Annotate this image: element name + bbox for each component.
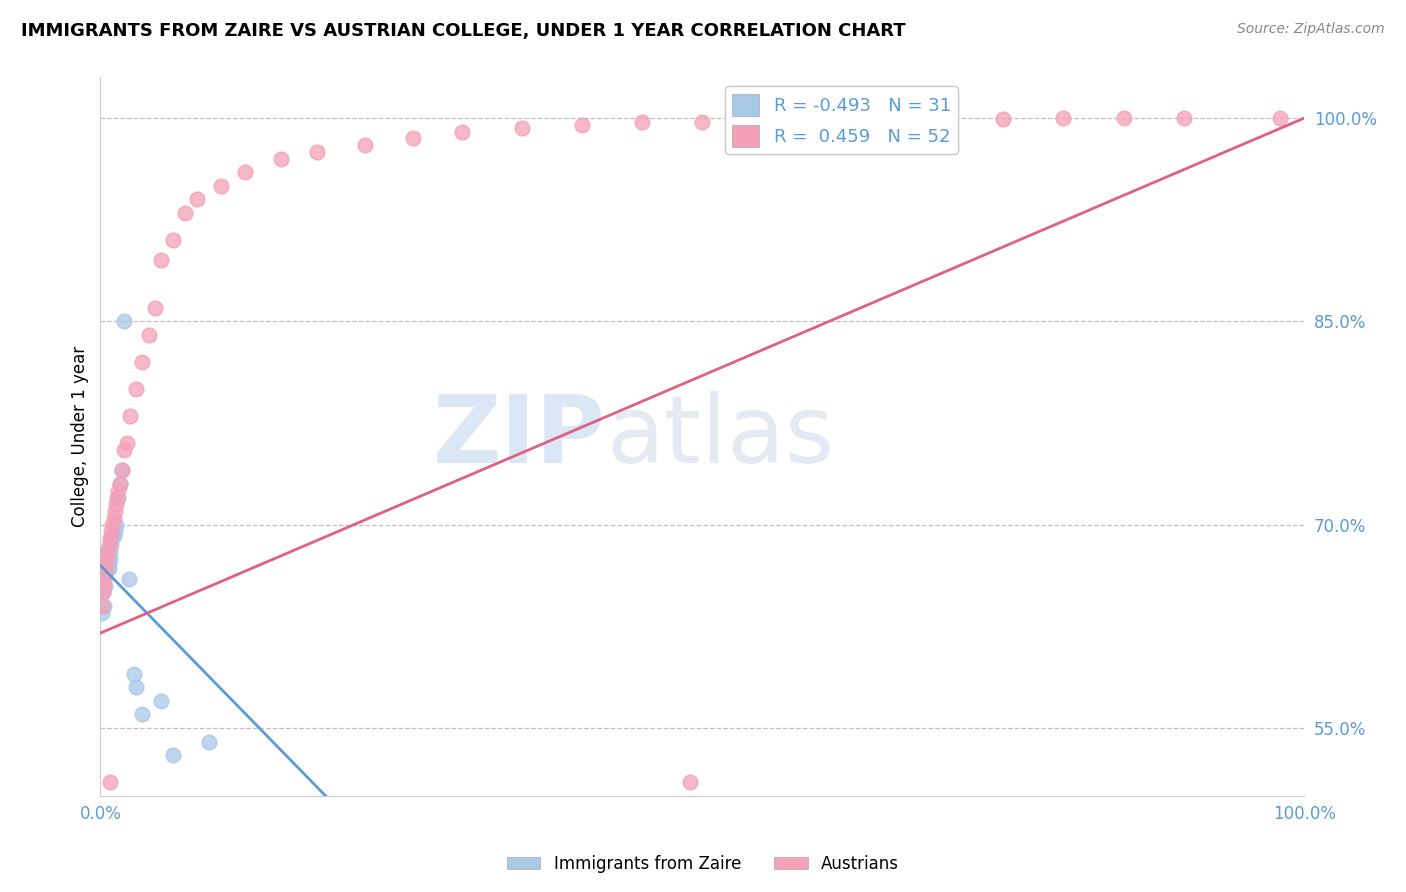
Point xyxy=(93,572,115,586)
Point xyxy=(932,112,955,127)
Point xyxy=(143,301,166,315)
Point xyxy=(97,545,120,559)
Point xyxy=(209,178,232,193)
Y-axis label: College, Under 1 year: College, Under 1 year xyxy=(72,346,89,527)
Point xyxy=(105,497,128,511)
Point xyxy=(101,517,124,532)
Text: IMMIGRANTS FROM ZAIRE VS AUSTRIAN COLLEGE, UNDER 1 YEAR CORRELATION CHART: IMMIGRANTS FROM ZAIRE VS AUSTRIAN COLLEG… xyxy=(21,22,905,40)
Point xyxy=(402,131,425,145)
Point xyxy=(149,253,172,268)
Point xyxy=(120,409,142,424)
Point xyxy=(112,443,135,458)
Point xyxy=(107,483,129,498)
Point xyxy=(97,561,120,575)
Point xyxy=(91,585,114,599)
Point xyxy=(96,558,118,573)
Point xyxy=(105,517,128,532)
Point xyxy=(1112,111,1135,125)
Point xyxy=(90,606,112,620)
Point xyxy=(131,707,153,722)
Point xyxy=(679,775,702,789)
Point xyxy=(96,565,118,579)
Point xyxy=(107,491,129,505)
Point xyxy=(197,734,219,748)
Text: atlas: atlas xyxy=(606,391,834,483)
Point xyxy=(98,545,121,559)
Point xyxy=(90,599,112,613)
Point xyxy=(270,152,292,166)
Point xyxy=(138,328,160,343)
Point xyxy=(108,477,131,491)
Point xyxy=(330,830,353,844)
Point xyxy=(98,775,121,789)
Point xyxy=(104,504,127,518)
Point xyxy=(93,599,115,613)
Point xyxy=(103,511,125,525)
Point xyxy=(450,125,472,139)
Point xyxy=(993,112,1015,127)
Point xyxy=(97,551,120,566)
Legend: R = -0.493   N = 31, R =  0.459   N = 52: R = -0.493 N = 31, R = 0.459 N = 52 xyxy=(725,87,957,154)
Point xyxy=(872,112,894,127)
Point xyxy=(104,524,127,539)
Point xyxy=(98,531,121,545)
Point xyxy=(751,113,773,128)
Point xyxy=(571,118,593,132)
Point xyxy=(631,115,654,129)
Point xyxy=(162,233,184,247)
Point xyxy=(105,491,128,505)
Point xyxy=(162,748,184,763)
Point xyxy=(173,206,195,220)
Point xyxy=(131,355,153,369)
Point xyxy=(125,382,148,396)
Point xyxy=(103,528,125,542)
Point xyxy=(186,193,208,207)
Point xyxy=(122,666,145,681)
Point xyxy=(96,551,118,566)
Point xyxy=(1173,111,1195,125)
Point xyxy=(125,681,148,695)
Point xyxy=(101,531,124,545)
Point xyxy=(305,145,328,159)
Point xyxy=(115,436,138,450)
Point xyxy=(97,556,120,570)
Point xyxy=(811,113,834,128)
Point xyxy=(111,463,134,477)
Point xyxy=(94,558,117,573)
Point xyxy=(97,558,120,573)
Point xyxy=(690,115,713,129)
Point xyxy=(112,314,135,328)
Text: ZIP: ZIP xyxy=(433,391,606,483)
Point xyxy=(354,138,377,153)
Point xyxy=(118,572,141,586)
Text: Source: ZipAtlas.com: Source: ZipAtlas.com xyxy=(1237,22,1385,37)
Point xyxy=(100,524,122,539)
Point xyxy=(93,579,115,593)
Point xyxy=(93,572,115,586)
Point xyxy=(97,538,120,552)
Point xyxy=(100,538,122,552)
Point xyxy=(91,585,114,599)
Point xyxy=(1052,111,1074,125)
Point xyxy=(233,165,256,179)
Point xyxy=(108,477,131,491)
Point xyxy=(111,463,134,477)
Point xyxy=(94,565,117,579)
Point xyxy=(149,694,172,708)
Point xyxy=(94,579,117,593)
Legend: Immigrants from Zaire, Austrians: Immigrants from Zaire, Austrians xyxy=(501,848,905,880)
Point xyxy=(96,545,118,559)
Point xyxy=(1268,111,1291,125)
Point xyxy=(98,551,121,566)
Point xyxy=(510,120,533,135)
